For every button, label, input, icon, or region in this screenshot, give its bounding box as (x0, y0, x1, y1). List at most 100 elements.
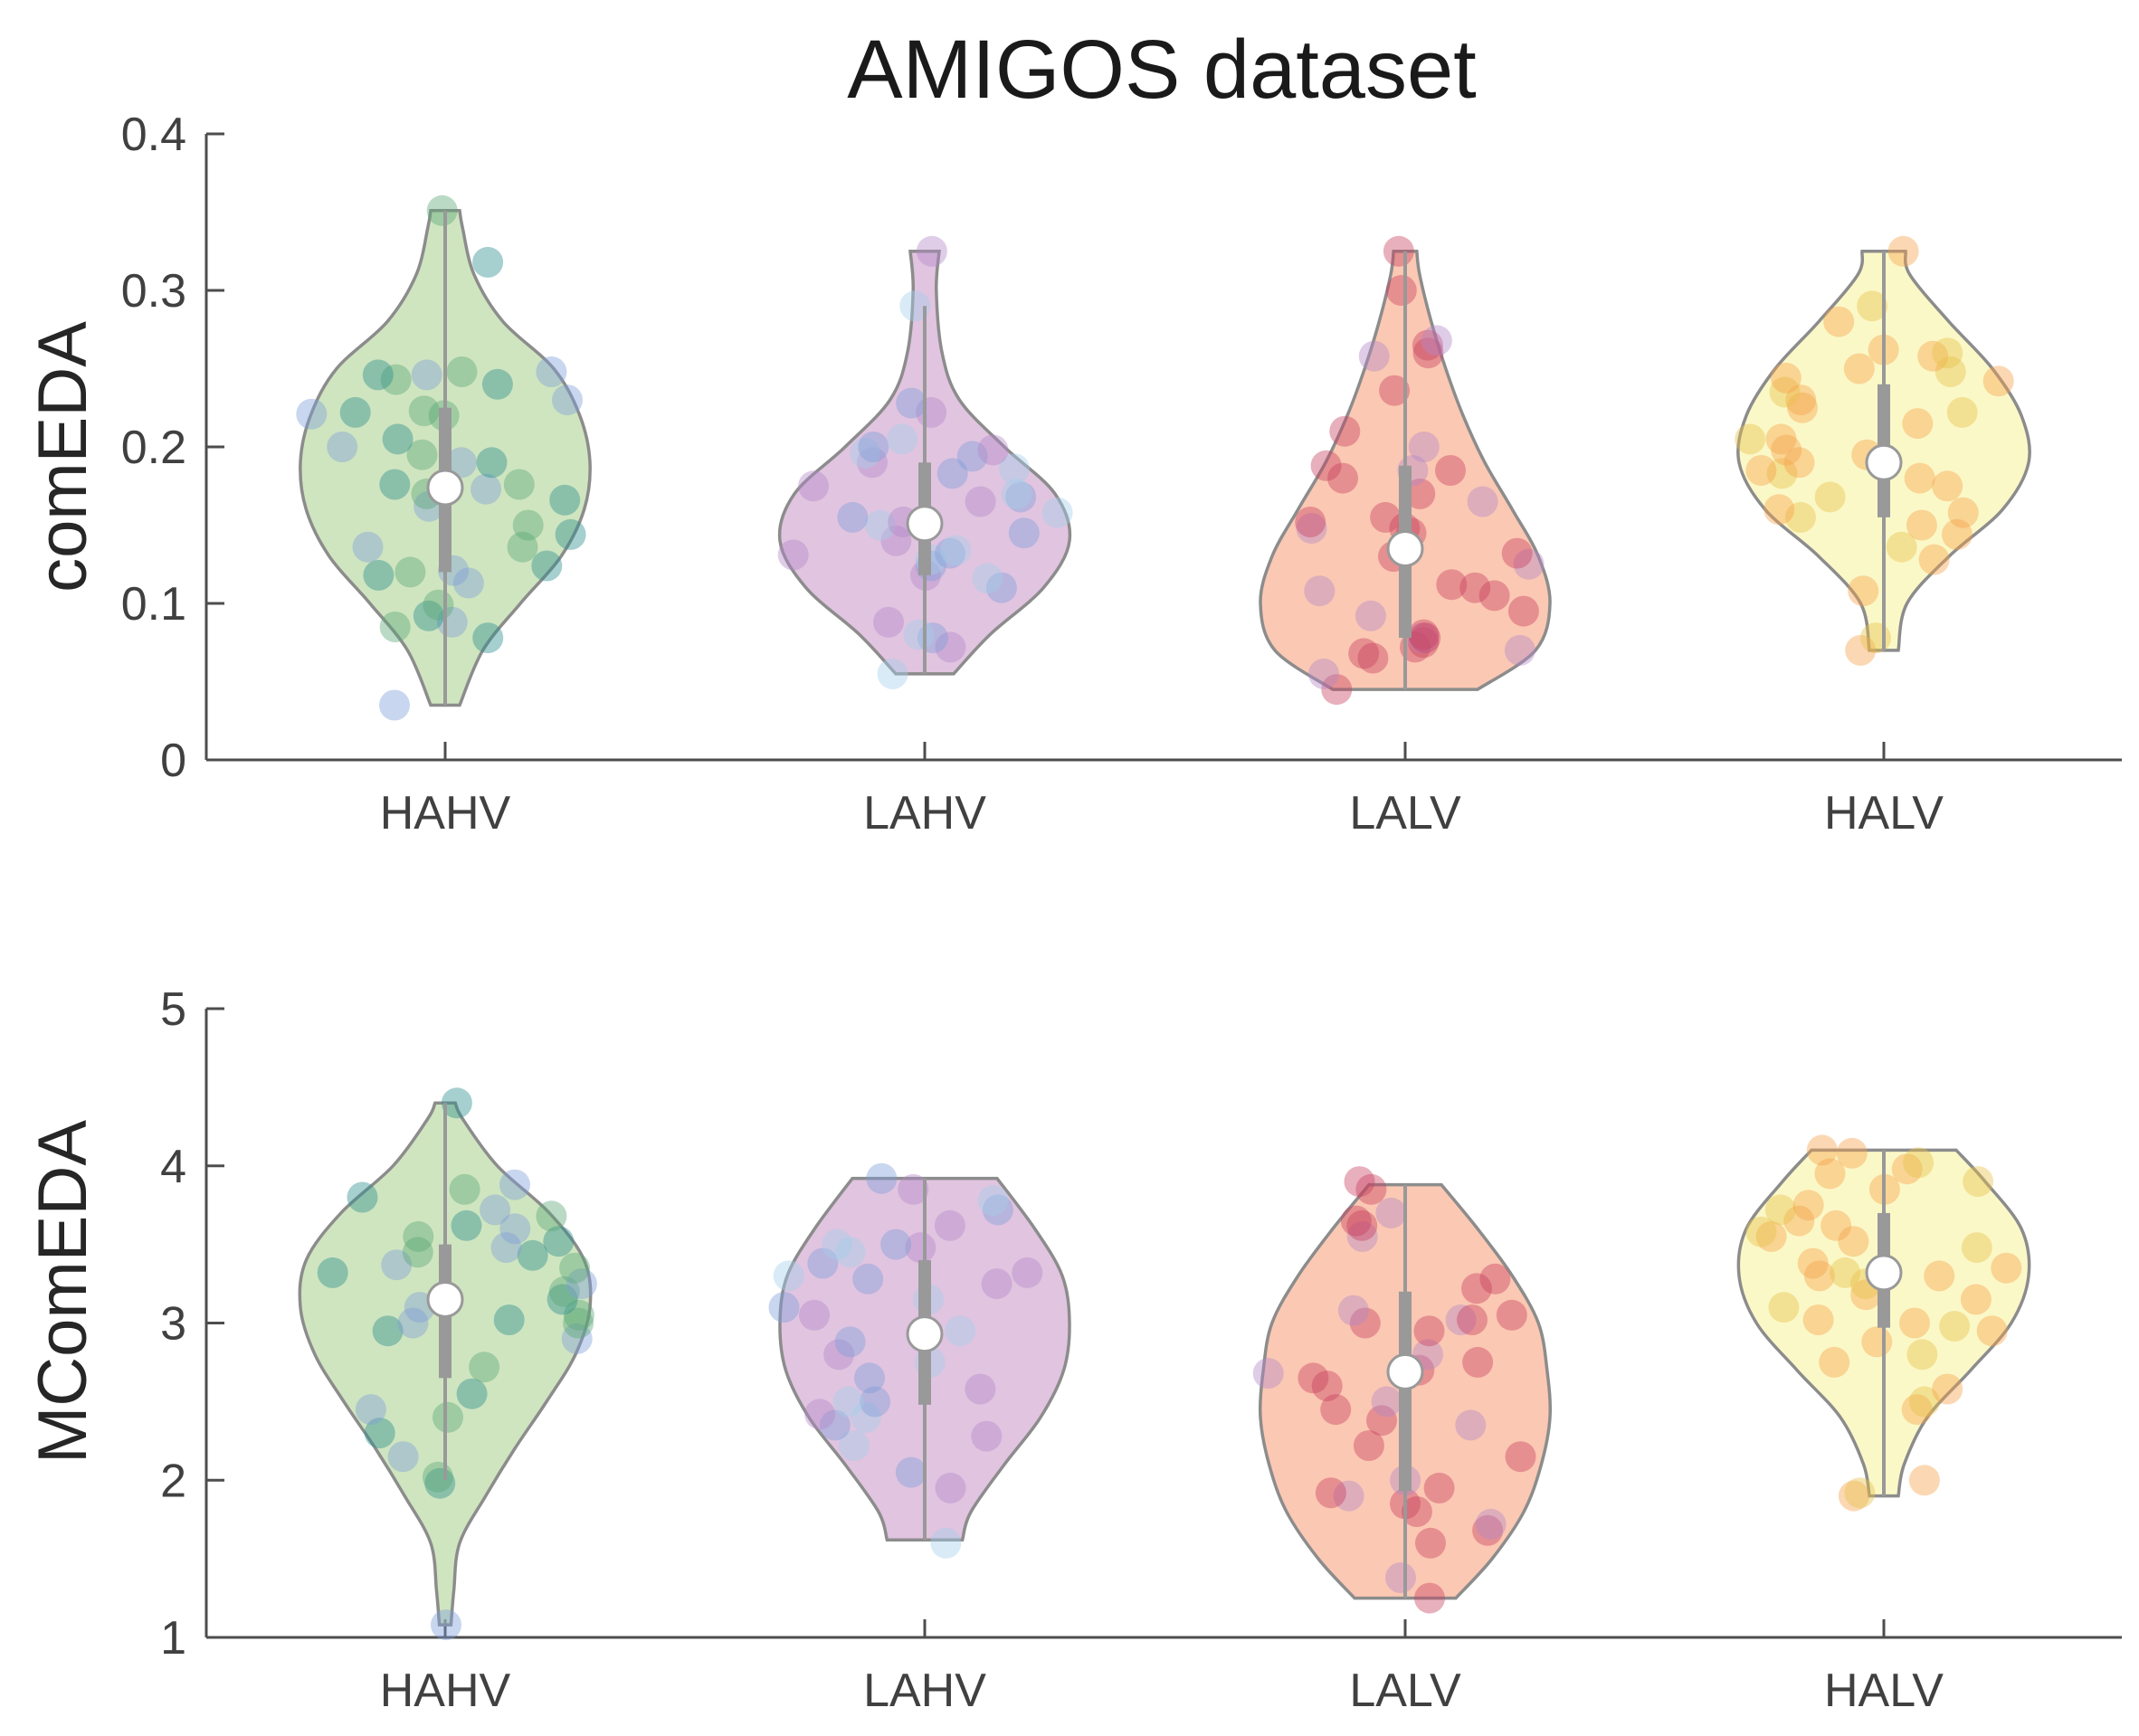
data-point (1821, 1210, 1852, 1241)
data-point (317, 1257, 348, 1288)
median-marker (426, 469, 464, 507)
data-point (1435, 455, 1466, 486)
data-point (476, 447, 508, 479)
data-point (935, 537, 966, 569)
data-point (561, 1323, 593, 1354)
data-point (1947, 497, 1979, 528)
data-point (873, 606, 904, 638)
data-point (1991, 1252, 2022, 1284)
data-point (1904, 462, 1935, 494)
data-point (451, 1210, 482, 1241)
data-point (1423, 1472, 1455, 1504)
data-point (1357, 642, 1389, 674)
data-point (1005, 481, 1037, 513)
data-point (1459, 572, 1491, 603)
data-point (837, 501, 869, 533)
data-point (1308, 658, 1339, 689)
data-point (1783, 1205, 1815, 1237)
data-point (548, 1276, 580, 1307)
data-point (531, 550, 563, 582)
data-point (1295, 507, 1326, 537)
data-point (768, 1292, 800, 1323)
data-point (1404, 478, 1436, 509)
data-point (1765, 423, 1797, 455)
data-point (1785, 501, 1816, 533)
data-point (1861, 1326, 1893, 1358)
data-point (379, 612, 411, 642)
data-point (547, 1284, 578, 1315)
data-point (777, 539, 809, 571)
data-point (1479, 1263, 1511, 1295)
data-point (1902, 408, 1934, 440)
data-point (1375, 1197, 1407, 1228)
x-tick-label: LALV (1349, 787, 1461, 840)
data-point (408, 395, 440, 427)
iqr-box (1399, 1291, 1412, 1492)
data-point (1901, 1394, 1933, 1426)
data-point (1353, 1430, 1384, 1461)
data-point (1001, 478, 1032, 509)
data-point (1843, 353, 1875, 384)
data-point (1501, 537, 1533, 569)
data-point (1358, 340, 1390, 372)
data-point (940, 535, 972, 566)
data-point (499, 1169, 530, 1200)
data-point (936, 458, 968, 489)
data-point (472, 622, 504, 654)
data-point (1436, 569, 1468, 601)
data-point (517, 1239, 548, 1271)
data-point (364, 1418, 395, 1449)
data-point (1412, 329, 1443, 361)
data-point (1932, 1373, 1963, 1405)
panel-mcomeda: MComEDA 1 2 3 4 5 HAHV LAHV LALV HALV (24, 983, 2122, 1717)
data-point (1906, 509, 1937, 541)
data-point (935, 631, 966, 663)
data-point (1457, 1304, 1488, 1335)
data-point (1252, 1358, 1284, 1390)
data-point (1946, 396, 1978, 428)
figure-title: AMIGOS dataset (847, 24, 1476, 116)
data-point (1327, 462, 1358, 494)
data-point (1963, 1166, 1994, 1198)
data-point (1321, 674, 1353, 706)
data-point (380, 364, 412, 395)
x-tick-label: LAHV (863, 787, 986, 840)
data-point (858, 432, 889, 462)
data-point (379, 469, 411, 500)
data-point (866, 1162, 898, 1194)
data-point (1461, 1273, 1492, 1304)
data-point (1408, 627, 1440, 659)
data-point (1349, 1307, 1381, 1339)
data-point (493, 1304, 525, 1335)
data-point (397, 1307, 429, 1339)
plot-area: 1 2 3 4 5 HAHV LAHV LALV HALV (160, 983, 2122, 1717)
data-point (1891, 1153, 1923, 1185)
data-point (1505, 1441, 1536, 1473)
violin-halv (1735, 235, 2031, 666)
data-point (1814, 481, 1846, 513)
data-point (536, 356, 567, 387)
data-point (433, 1401, 463, 1433)
data-point (543, 1226, 575, 1257)
y-axis-label: MComEDA (24, 1120, 101, 1464)
data-point (1304, 575, 1336, 607)
data-point (896, 387, 927, 419)
data-point (1507, 595, 1539, 627)
median-marker (1865, 1254, 1903, 1292)
data-point (832, 1386, 864, 1418)
data-point (1924, 1260, 1955, 1292)
data-point (352, 531, 384, 563)
data-point (1400, 631, 1431, 663)
violin-lahv (777, 235, 1073, 689)
data-point (935, 1472, 966, 1504)
data-point (472, 246, 504, 278)
data-point (1908, 1386, 1940, 1418)
data-point (1745, 1216, 1777, 1247)
y-tick-label: 0.4 (121, 109, 186, 161)
data-point (1348, 638, 1380, 669)
data-point (1763, 494, 1795, 526)
data-point (1346, 1220, 1378, 1252)
data-point (372, 1315, 404, 1347)
data-point (445, 447, 477, 479)
data-point (1337, 1295, 1369, 1326)
